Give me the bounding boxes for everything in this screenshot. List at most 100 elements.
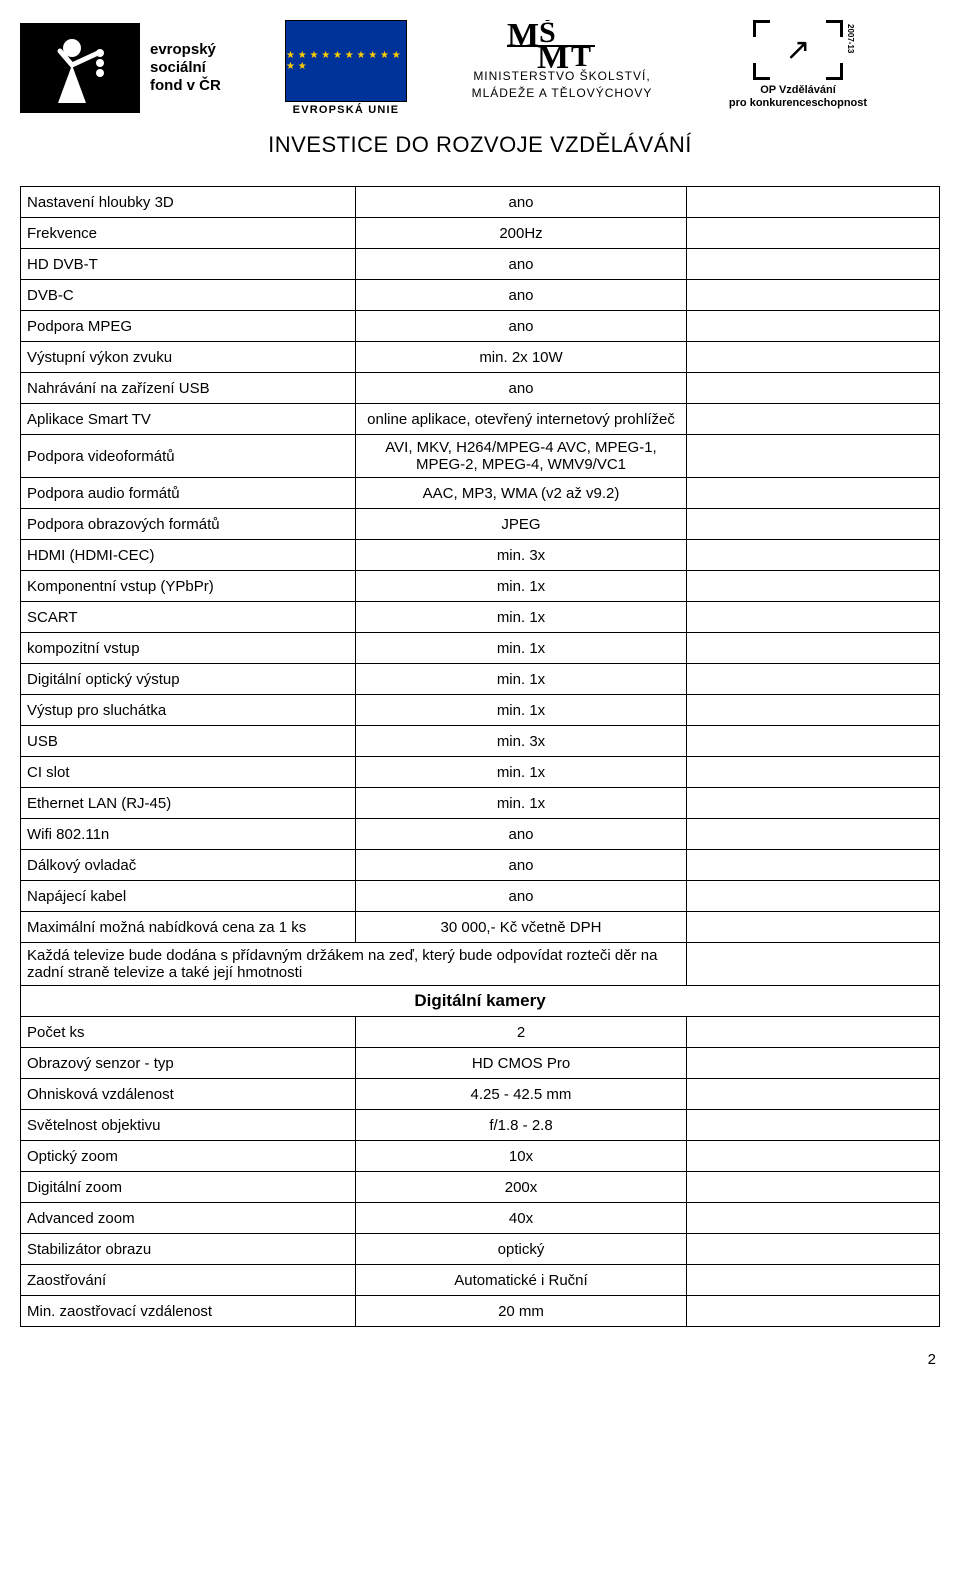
cell-extra bbox=[687, 435, 940, 478]
cell-label: Podpora audio formátů bbox=[21, 478, 356, 509]
cell-value: min. 1x bbox=[356, 633, 687, 664]
cell-extra bbox=[687, 342, 940, 373]
cell-label: Advanced zoom bbox=[21, 1203, 356, 1234]
op-year: 2007-13 bbox=[846, 24, 855, 53]
table-row: Podpora MPEGano bbox=[21, 311, 940, 342]
cell-label: Ethernet LAN (RJ-45) bbox=[21, 788, 356, 819]
table-row: Min. zaostřovací vzdálenost20 mm bbox=[21, 1296, 940, 1327]
table-row: CI slotmin. 1x bbox=[21, 757, 940, 788]
cell-value: ano bbox=[356, 819, 687, 850]
cell-value: AAC, MP3, WMA (v2 až v9.2) bbox=[356, 478, 687, 509]
table-row: Komponentní vstup (YPbPr)min. 1x bbox=[21, 571, 940, 602]
table-row: kompozitní vstupmin. 1x bbox=[21, 633, 940, 664]
section-header-row: Digitální kamery bbox=[21, 986, 940, 1017]
cell-label: Dálkový ovladač bbox=[21, 850, 356, 881]
cell-label: HDMI (HDMI-CEC) bbox=[21, 540, 356, 571]
table-row: Optický zoom10x bbox=[21, 1141, 940, 1172]
table-row: Ethernet LAN (RJ-45)min. 1x bbox=[21, 788, 940, 819]
esf-line3: fond v ČR bbox=[150, 77, 221, 95]
table-row: Nastavení hloubky 3Dano bbox=[21, 187, 940, 218]
cell-label: Min. zaostřovací vzdálenost bbox=[21, 1296, 356, 1327]
cell-label: Počet ks bbox=[21, 1017, 356, 1048]
section-header: Digitální kamery bbox=[21, 986, 940, 1017]
cell-label: Optický zoom bbox=[21, 1141, 356, 1172]
cell-value: JPEG bbox=[356, 509, 687, 540]
msmt-icon: M Š M T bbox=[507, 20, 617, 64]
cell-label: Nastavení hloubky 3D bbox=[21, 187, 356, 218]
cell-value: 40x bbox=[356, 1203, 687, 1234]
table-row: Stabilizátor obrazuoptický bbox=[21, 1234, 940, 1265]
cell-label: Podpora videoformátů bbox=[21, 435, 356, 478]
cell-extra bbox=[687, 1296, 940, 1327]
cell-extra bbox=[687, 602, 940, 633]
op-line2: pro konkurenceschopnost bbox=[729, 97, 867, 110]
cell-extra bbox=[687, 943, 940, 986]
esf-line1: evropský bbox=[150, 41, 221, 59]
msmt-logo-block: M Š M T MINISTERSTVO ŠKOLSTVÍ, MLÁDEŽE A… bbox=[432, 20, 692, 116]
table-row: Výstupní výkon zvukumin. 2x 10W bbox=[21, 342, 940, 373]
cell-value: ano bbox=[356, 280, 687, 311]
cell-label: Světelnost objektivu bbox=[21, 1110, 356, 1141]
cell-extra bbox=[687, 218, 940, 249]
msmt-text: MINISTERSTVO ŠKOLSTVÍ, MLÁDEŽE A TĚLOVÝC… bbox=[472, 68, 653, 102]
cell-extra bbox=[687, 757, 940, 788]
table-row: HD DVB-Tano bbox=[21, 249, 940, 280]
cell-extra bbox=[687, 819, 940, 850]
cell-value: online aplikace, otevřený internetový pr… bbox=[356, 404, 687, 435]
cell-label: Zaostřování bbox=[21, 1265, 356, 1296]
cell-extra bbox=[687, 850, 940, 881]
cell-value: Automatické i Ruční bbox=[356, 1265, 687, 1296]
table-row: Nahrávání na zařízení USBano bbox=[21, 373, 940, 404]
table-row: Počet ks2 bbox=[21, 1017, 940, 1048]
table-row: Dálkový ovladačano bbox=[21, 850, 940, 881]
msmt-line1: MINISTERSTVO ŠKOLSTVÍ, bbox=[472, 68, 653, 85]
table-row: Obrazový senzor - typHD CMOS Pro bbox=[21, 1048, 940, 1079]
op-logo-block: ↗ 2007-13 OP Vzdělávání pro konkurencesc… bbox=[708, 20, 888, 116]
cell-extra bbox=[687, 1141, 940, 1172]
cell-extra bbox=[687, 881, 940, 912]
cell-extra bbox=[687, 664, 940, 695]
table-row: Podpora videoformátůAVI, MKV, H264/MPEG-… bbox=[21, 435, 940, 478]
cell-label: Ohnisková vzdálenost bbox=[21, 1079, 356, 1110]
cell-extra bbox=[687, 571, 940, 602]
cell-label: Výstup pro sluchátka bbox=[21, 695, 356, 726]
cell-value: optický bbox=[356, 1234, 687, 1265]
cell-label: Digitální optický výstup bbox=[21, 664, 356, 695]
cell-extra bbox=[687, 1048, 940, 1079]
table-row: Výstup pro sluchátkamin. 1x bbox=[21, 695, 940, 726]
cell-value: min. 1x bbox=[356, 695, 687, 726]
esf-text: evropský sociální fond v ČR bbox=[150, 41, 221, 95]
cell-label: Stabilizátor obrazu bbox=[21, 1234, 356, 1265]
table-row: Světelnost objektivuf/1.8 - 2.8 bbox=[21, 1110, 940, 1141]
cell-extra bbox=[687, 1017, 940, 1048]
cell-extra bbox=[687, 280, 940, 311]
table-row: Advanced zoom40x bbox=[21, 1203, 940, 1234]
spec-table: Nastavení hloubky 3DanoFrekvence200HzHD … bbox=[20, 186, 940, 1327]
cell-value: HD CMOS Pro bbox=[356, 1048, 687, 1079]
cell-value: ano bbox=[356, 373, 687, 404]
wide-note: Každá televize bude dodána s přídavným d… bbox=[21, 943, 687, 986]
cell-extra bbox=[687, 249, 940, 280]
cell-value: min. 1x bbox=[356, 664, 687, 695]
cell-extra bbox=[687, 1265, 940, 1296]
msmt-line2: MLÁDEŽE A TĚLOVÝCHOVY bbox=[472, 85, 653, 102]
cell-extra bbox=[687, 788, 940, 819]
cell-label: CI slot bbox=[21, 757, 356, 788]
cell-extra bbox=[687, 1234, 940, 1265]
cell-value: min. 1x bbox=[356, 571, 687, 602]
cell-value: ano bbox=[356, 249, 687, 280]
table-row: Napájecí kabelano bbox=[21, 881, 940, 912]
cell-extra bbox=[687, 726, 940, 757]
table-row: Ohnisková vzdálenost4.25 - 42.5 mm bbox=[21, 1079, 940, 1110]
header-logos: evropský sociální fond v ČR ★ ★ ★ ★ ★ ★ … bbox=[20, 20, 940, 116]
cell-extra bbox=[687, 1203, 940, 1234]
cell-label: Nahrávání na zařízení USB bbox=[21, 373, 356, 404]
eu-label: EVROPSKÁ UNIE bbox=[293, 104, 400, 116]
cell-extra bbox=[687, 311, 940, 342]
cell-value: min. 3x bbox=[356, 726, 687, 757]
op-text: OP Vzdělávání pro konkurenceschopnost bbox=[729, 84, 867, 110]
cell-extra bbox=[687, 912, 940, 943]
table-row: SCARTmin. 1x bbox=[21, 602, 940, 633]
cell-extra bbox=[687, 478, 940, 509]
cell-extra bbox=[687, 1172, 940, 1203]
